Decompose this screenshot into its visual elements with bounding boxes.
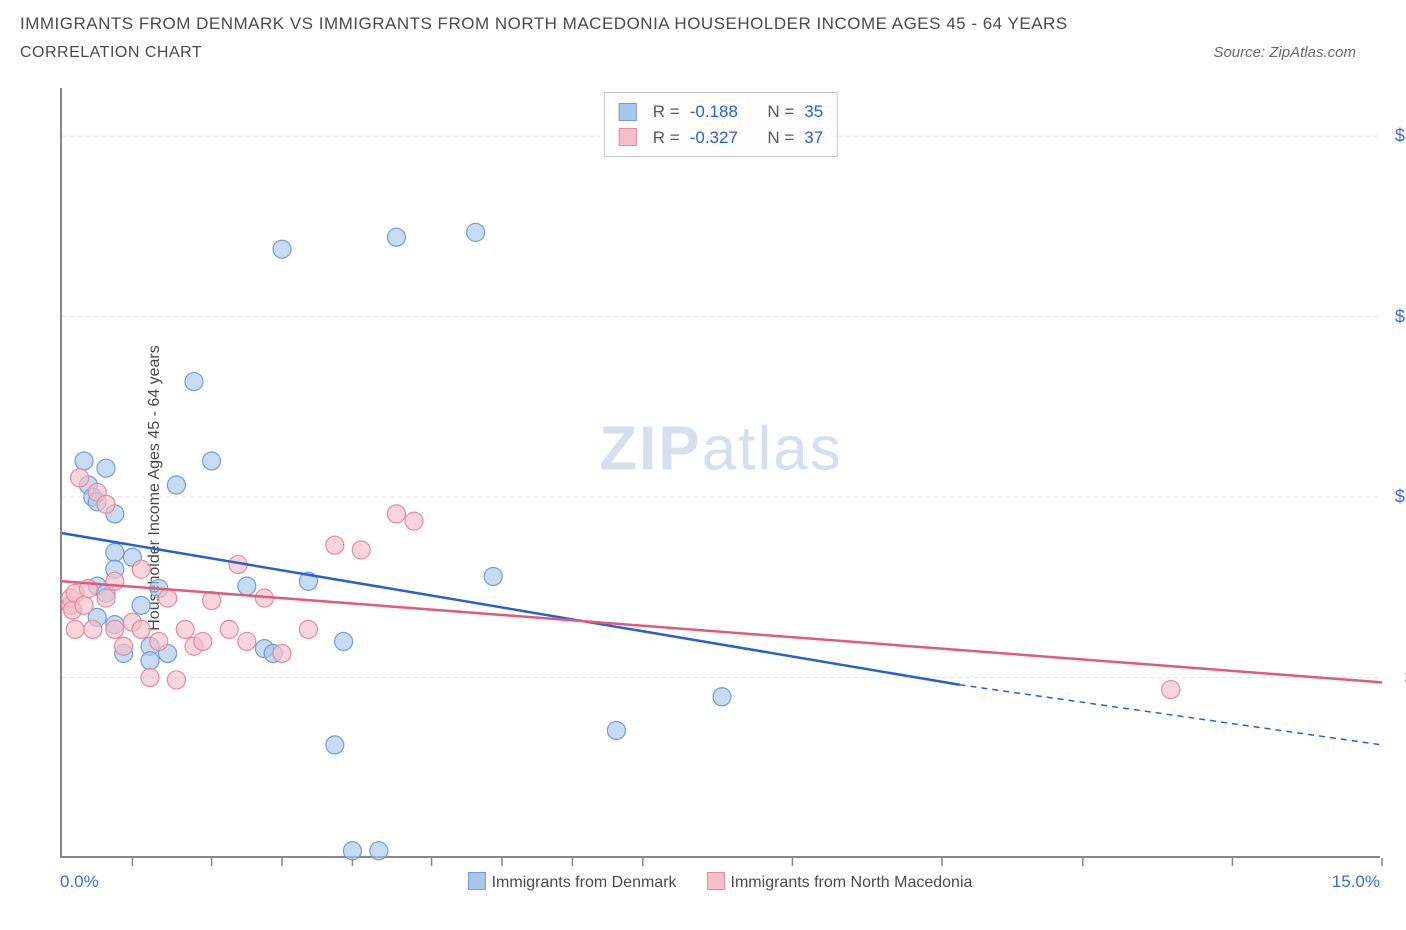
legend-swatch-macedonia-icon <box>707 872 725 890</box>
y-tick-label: $150,000 <box>1395 487 1406 508</box>
y-tick-label: $225,000 <box>1395 306 1406 327</box>
swatch-macedonia-icon <box>619 128 637 146</box>
legend-item-macedonia: Immigrants from North Macedonia <box>707 872 973 892</box>
stat-row-1: R = -0.188 N = 35 <box>619 99 823 125</box>
scatter-svg <box>62 88 1382 858</box>
chart-container: Householder Income Ages 45 - 64 years ZI… <box>20 88 1386 888</box>
stat-row-2: R = -0.327 N = 37 <box>619 125 823 151</box>
plot-area: ZIPatlas R = -0.188 N = 35 R = -0.327 N … <box>60 88 1380 858</box>
x-min-label: 0.0% <box>60 872 99 892</box>
y-tick-label: $300,000 <box>1395 126 1406 147</box>
bottom-legend: 0.0% Immigrants from Denmark Immigrants … <box>60 872 1380 892</box>
legend-swatch-denmark-icon <box>468 872 486 890</box>
chart-header: IMMIGRANTS FROM DENMARK VS IMMIGRANTS FR… <box>0 0 1406 66</box>
swatch-denmark-icon <box>619 103 637 121</box>
source-label: Source: ZipAtlas.com <box>1213 44 1386 61</box>
x-max-label: 15.0% <box>1332 872 1380 892</box>
chart-title: IMMIGRANTS FROM DENMARK VS IMMIGRANTS FR… <box>20 14 1386 34</box>
stats-legend-box: R = -0.188 N = 35 R = -0.327 N = 37 <box>604 92 838 157</box>
legend-item-denmark: Immigrants from Denmark <box>468 872 677 892</box>
chart-subtitle: CORRELATION CHART <box>20 44 202 62</box>
